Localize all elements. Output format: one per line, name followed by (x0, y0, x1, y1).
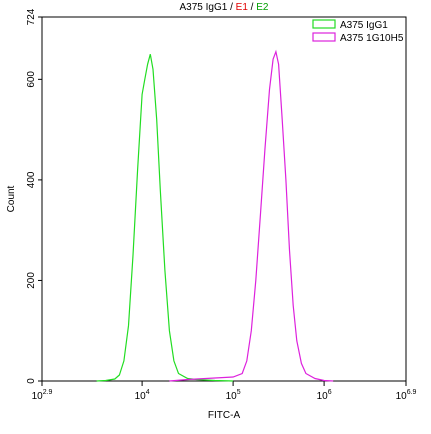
x-tick-base: 10 (135, 391, 147, 402)
x-tick-base: 10 (32, 391, 44, 402)
title-part: E2 (256, 2, 269, 13)
title-part: / (248, 2, 256, 13)
x-tick-exponent: 4 (146, 389, 150, 396)
x-tick-label: 106.9 (396, 389, 417, 402)
y-tick-label: 600 (26, 71, 37, 88)
series-line (96, 54, 234, 382)
y-tick-label: 724 (26, 8, 37, 25)
y-tick-label: 0 (26, 378, 37, 384)
series-line (169, 49, 334, 382)
x-tick-label: 106 (317, 389, 332, 402)
y-tick-label: 400 (26, 171, 37, 188)
title-part: / (227, 2, 235, 13)
x-tick-exponent: 2.9 (43, 389, 53, 396)
y-axis-label: Count (6, 185, 17, 212)
x-tick-exponent: 5 (237, 389, 241, 396)
legend-label: A375 IgG1 (340, 20, 388, 31)
x-tick-label: 104 (135, 389, 150, 402)
legend-swatch (312, 19, 336, 29)
title-part: A375 IgG1 (180, 2, 228, 13)
x-tick-exponent: 6 (328, 389, 332, 396)
chart-title: A375 IgG1 / E1 / E2 (180, 2, 269, 13)
x-tick-base: 10 (396, 391, 408, 402)
title-part: E1 (236, 2, 249, 13)
x-axis-label: FITC-A (208, 410, 241, 421)
x-tick-base: 10 (317, 391, 329, 402)
y-tick-label: 200 (26, 272, 37, 289)
plot-frame (41, 16, 407, 382)
x-tick-base: 10 (226, 391, 238, 402)
x-tick-exponent: 6.9 (407, 389, 417, 396)
x-tick-label: 105 (226, 389, 241, 402)
legend-swatch (312, 32, 336, 42)
legend-label: A375 1G10H5 (340, 33, 404, 44)
x-tick-label: 102.9 (32, 389, 53, 402)
